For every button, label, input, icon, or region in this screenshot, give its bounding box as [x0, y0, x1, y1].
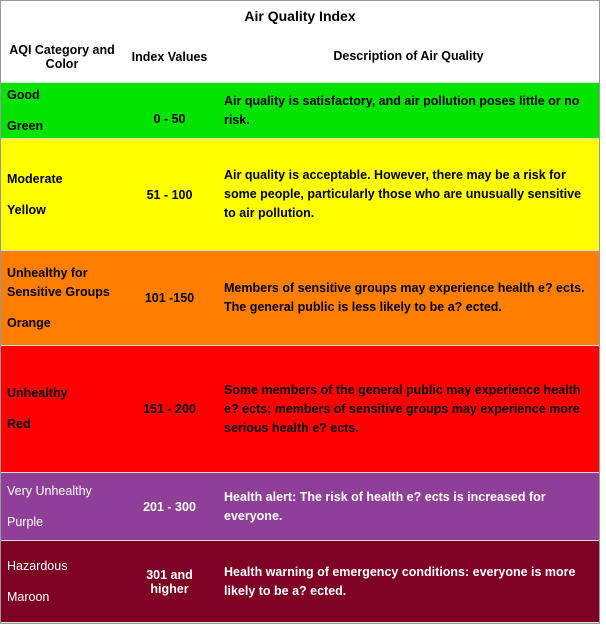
description-cell: Some members of the general public may e… [224, 382, 581, 435]
table-row: Good Green 0 - 50 Air quality is satisfacto… [1, 83, 599, 139]
table-row: Hazardous Maroon 301 and higher Health warn… [1, 541, 599, 623]
category-cell: Very Unhealthy Purple [1, 473, 123, 540]
index-cell: 301 and higher [146, 567, 193, 596]
category-name: Moderate [7, 171, 63, 186]
category-color: Yellow [7, 202, 46, 217]
header-cell: AQI Category and Color [9, 42, 115, 71]
table-row: Unhealthy Red 151 - 200 Some members of the… [1, 346, 599, 473]
index-cell: 151 - 200 [143, 402, 196, 416]
category-cell: Good Green [1, 83, 123, 138]
description-cell: Health alert: The risk of health e? ects… [224, 489, 546, 523]
table-row: Unhealthy for Sensitive Groups Orange 101 … [1, 251, 599, 346]
category-name: Good [7, 87, 40, 102]
description-cell: Air quality is satisfactory, and air pol… [224, 93, 580, 127]
description-cell: Air quality is acceptable. However, ther… [224, 168, 582, 220]
category-cell: Hazardous Maroon [1, 541, 123, 622]
category-color: Purple [7, 514, 44, 529]
category-cell: Moderate Yellow [1, 139, 123, 250]
description-cell: Members of sensitive groups may experien… [224, 281, 585, 314]
category-color: Red [7, 417, 31, 431]
header-cell: Index Values [131, 49, 208, 64]
table-title: Air Quality Index [244, 8, 356, 24]
category-name: Unhealthy [7, 386, 68, 400]
index-cell: 51 - 100 [146, 187, 193, 202]
category-cell: Unhealthy Red [1, 346, 123, 472]
header-row: AQI Category and Color Index Values Desc… [1, 31, 599, 83]
category-name: Very Unhealthy [7, 483, 92, 498]
header-cell: Description of Air Quality [333, 49, 484, 63]
table-row: Moderate Yellow 51 - 100 Air quality is acc… [1, 139, 599, 251]
description-cell: Health warning of emergency conditions: … [224, 564, 576, 598]
category-name: Hazardous [7, 558, 68, 573]
table-row: Very Unhealthy Purple 201 - 300 Health aler… [1, 473, 599, 541]
category-color: Maroon [7, 589, 50, 604]
category-color: Green [7, 118, 44, 133]
category-cell: Unhealthy for Sensitive Groups Orange [1, 251, 123, 345]
index-cell: 0 - 50 [153, 112, 186, 126]
index-cell: 101 -150 [144, 291, 195, 305]
category-color: Orange [7, 315, 51, 330]
index-cell: 201 - 300 [143, 499, 196, 514]
category-name: Unhealthy for Sensitive Groups [7, 265, 110, 299]
